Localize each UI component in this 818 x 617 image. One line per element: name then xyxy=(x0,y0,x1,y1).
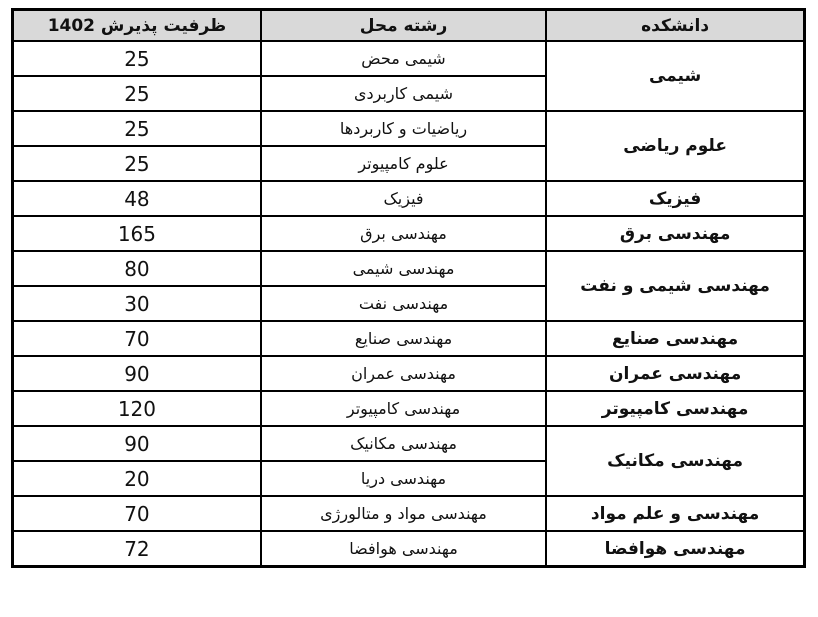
faculty-cell: مهندسی مکانیک xyxy=(545,425,806,497)
table-row: مهندسی و علم مواد مهندسی مواد و متالورژی 7… xyxy=(11,495,806,532)
table-row: مهندسی مکانیک مهندسی مکانیک 90 xyxy=(11,425,806,497)
capacity-cell: 90 xyxy=(11,355,262,392)
major-cell: شیمی کاربردی xyxy=(259,75,548,112)
table-row: مهندسی عمران مهندسی عمران 90 xyxy=(11,355,806,392)
table-row: مهندسی برق مهندسی برق 165 xyxy=(11,215,806,252)
capacity-cell: 25 xyxy=(11,75,262,112)
capacity-cell: 25 xyxy=(11,110,262,147)
major-cell: ریاضیات و کاربردها xyxy=(259,110,548,147)
faculty-cell: شیمی xyxy=(545,40,806,112)
capacity-cell: 120 xyxy=(11,390,262,427)
table-row: مهندسی دریا 20 xyxy=(11,460,805,497)
faculty-cell: مهندسی کامپیوتر xyxy=(545,390,806,427)
faculty-cell: فیزیک xyxy=(545,180,806,217)
table-row: علوم کامپیوتر 25 xyxy=(11,145,805,182)
table-row: مهندسی صنایع مهندسی صنایع 70 xyxy=(11,320,806,357)
table-row: شیمی شیمی محض 25 xyxy=(11,40,806,112)
capacity-cell: 80 xyxy=(11,250,262,287)
capacity-cell: 70 xyxy=(11,320,262,357)
major-cell: مهندسی شیمی xyxy=(259,250,548,287)
header-row: دانشکده رشته محل ظرفیت پذیرش 1402 xyxy=(11,8,806,42)
table-row: علوم ریاضی ریاضیات و کاربردها 25 xyxy=(11,110,806,182)
capacity-cell: 25 xyxy=(11,40,262,77)
capacity-cell: 48 xyxy=(11,180,262,217)
faculty-cell: مهندسی صنایع xyxy=(545,320,806,357)
table-row: فیزیک فیزیک 48 xyxy=(11,180,806,217)
table-row: مهندسی کامپیوتر مهندسی کامپیوتر 120 xyxy=(11,390,806,427)
major-cell: مهندسی عمران xyxy=(259,355,548,392)
capacity-cell: 70 xyxy=(11,495,262,532)
faculty-cell: علوم ریاضی xyxy=(545,110,806,182)
admission-capacity-table: دانشکده رشته محل ظرفیت پذیرش 1402 شیمی شی… xyxy=(11,8,806,568)
header-major: رشته محل xyxy=(259,8,548,42)
major-cell: مهندسی صنایع xyxy=(259,320,548,357)
major-cell: علوم کامپیوتر xyxy=(259,145,548,182)
faculty-cell: مهندسی شیمی و نفت xyxy=(545,250,806,322)
faculty-cell: مهندسی عمران xyxy=(545,355,806,392)
table-row: مهندسی هوافضا مهندسی هوافضا 72 xyxy=(11,530,806,568)
faculty-cell: مهندسی و علم مواد xyxy=(545,495,806,532)
major-cell: مهندسی نفت xyxy=(259,285,548,322)
faculty-cell: مهندسی برق xyxy=(545,215,806,252)
capacity-cell: 165 xyxy=(11,215,262,252)
table-row: مهندسی نفت 30 xyxy=(11,285,805,322)
major-cell: فیزیک xyxy=(259,180,548,217)
table-row: شیمی کاربردی 25 xyxy=(11,75,805,112)
capacity-cell: 30 xyxy=(11,285,262,322)
major-cell: مهندسی برق xyxy=(259,215,548,252)
table-body: شیمی شیمی محض 25 شیمی کاربردی 25 علوم ریاضی ری… xyxy=(11,40,806,568)
major-cell: مهندسی مواد و متالورژی xyxy=(259,495,548,532)
major-cell: مهندسی دریا xyxy=(259,460,548,497)
table-header: دانشکده رشته محل ظرفیت پذیرش 1402 xyxy=(11,8,806,42)
table-row: مهندسی شیمی و نفت مهندسی شیمی 80 xyxy=(11,250,806,322)
capacity-cell: 20 xyxy=(11,460,262,497)
capacity-cell: 72 xyxy=(11,530,262,568)
header-faculty: دانشکده xyxy=(545,8,806,42)
major-cell: شیمی محض xyxy=(259,40,548,77)
major-cell: مهندسی مکانیک xyxy=(259,425,548,462)
major-cell: مهندسی کامپیوتر xyxy=(259,390,548,427)
faculty-cell: مهندسی هوافضا xyxy=(545,530,806,568)
header-capacity: ظرفیت پذیرش 1402 xyxy=(11,8,262,42)
major-cell: مهندسی هوافضا xyxy=(259,530,548,568)
capacity-cell: 25 xyxy=(11,145,262,182)
capacity-cell: 90 xyxy=(11,425,262,462)
